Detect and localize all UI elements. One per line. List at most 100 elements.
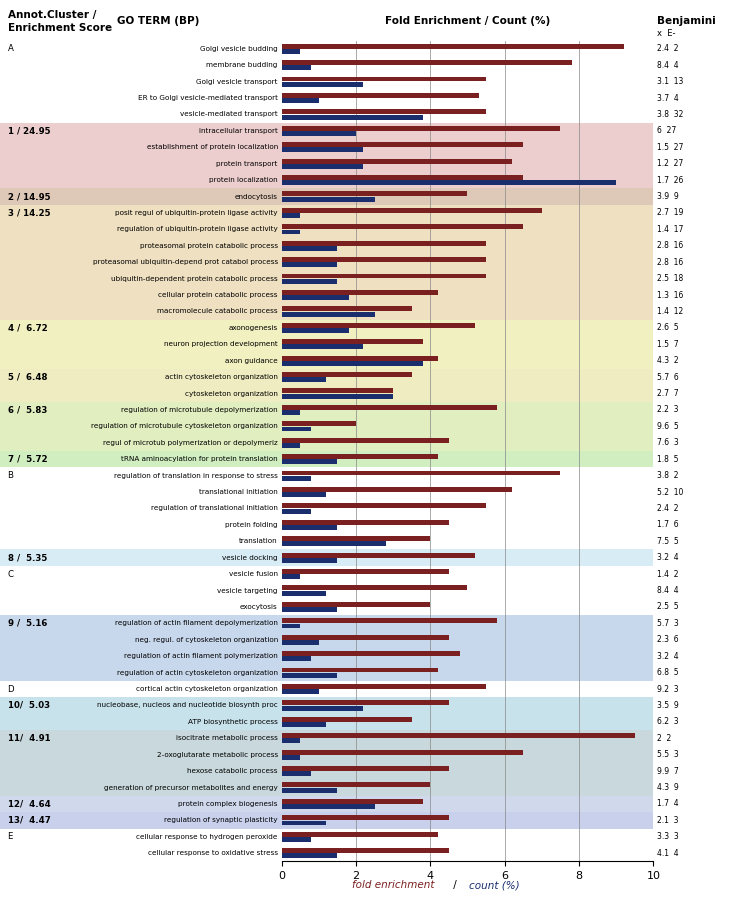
Bar [207,796,579,812]
Bar [282,815,449,820]
Text: Annot.Cluster /: Annot.Cluster / [8,10,96,20]
Bar [207,353,579,369]
Text: 5 /  6.48: 5 / 6.48 [8,373,47,382]
Text: 2.1  3: 2.1 3 [657,816,679,824]
Bar [282,549,653,566]
Text: regulation of synaptic plasticity: regulation of synaptic plasticity [164,817,278,824]
Bar [282,273,486,279]
Bar [282,191,467,197]
Bar [282,393,394,399]
Text: cortical actin cytoskeleton organization: cortical actin cytoskeleton organization [136,686,278,692]
Bar [207,287,579,303]
Text: 2.8  16: 2.8 16 [657,258,683,267]
Bar [207,697,579,713]
Bar [282,323,475,327]
Text: 9.9  7: 9.9 7 [657,767,679,776]
Bar [207,713,579,730]
Bar [282,747,653,763]
Text: 2-oxoglutarate metabolic process: 2-oxoglutarate metabolic process [157,751,278,758]
Bar [282,213,300,218]
Text: D: D [8,685,14,694]
Bar [282,525,337,530]
Bar [282,443,300,448]
Bar [207,763,579,779]
Bar [282,796,653,812]
Bar [282,585,467,591]
Text: protein localization: protein localization [210,177,278,183]
Text: proteasomal protein catabolic process: proteasomal protein catabolic process [140,243,278,249]
Text: 2.7  7: 2.7 7 [657,389,679,398]
Text: 8 /  5.35: 8 / 5.35 [8,553,47,562]
Bar [282,435,653,451]
Bar [282,205,653,221]
Bar [282,837,312,842]
Bar [282,328,348,333]
Bar [282,290,438,295]
Text: 3.2  4: 3.2 4 [657,553,679,562]
Bar [282,139,653,155]
Bar [282,492,326,497]
Text: regulation of ubiquitin-protein ligase activity: regulation of ubiquitin-protein ligase a… [117,226,278,233]
Bar [282,311,375,317]
Bar [282,640,319,645]
Bar [282,766,449,771]
Bar [282,713,653,730]
Bar [282,109,486,115]
Bar [282,60,572,65]
Bar [282,254,653,271]
Bar [282,665,653,681]
Bar [207,123,579,139]
Text: exocytosis: exocytosis [240,604,278,610]
Bar [282,355,438,361]
Text: Enrichment Score: Enrichment Score [8,23,112,33]
Bar [282,750,523,755]
Text: regulation of actin filament depolymerization: regulation of actin filament depolymeriz… [115,621,278,626]
Bar [207,139,579,155]
Text: 13/  4.47: 13/ 4.47 [8,816,50,824]
Bar [282,125,560,131]
Bar [282,287,653,303]
Text: ATP biosynthetic process: ATP biosynthetic process [188,719,278,725]
Text: 5.7  3: 5.7 3 [657,619,679,628]
Bar [282,377,326,382]
Text: 2.4  2: 2.4 2 [657,44,679,53]
Bar [282,821,326,825]
Text: regulation of microtubule cytoskeleton organization: regulation of microtubule cytoskeleton o… [91,423,278,429]
Text: count (%): count (%) [469,880,520,890]
Bar [207,155,579,172]
Text: neg. regul. of cytoskeleton organization: neg. regul. of cytoskeleton organization [134,637,278,643]
Bar [282,717,412,722]
Text: Benjamini: Benjamini [657,16,716,26]
Bar [282,246,337,251]
Bar [282,602,430,607]
Text: 5.7  6: 5.7 6 [657,373,679,382]
Text: 8.4  4: 8.4 4 [657,60,679,69]
Text: 6.2  3: 6.2 3 [657,717,679,726]
Bar [282,93,478,98]
Bar [282,369,653,385]
Bar [207,648,579,665]
Text: macromolecule catabolic process: macromolecule catabolic process [157,308,278,315]
Bar [282,257,486,262]
Text: A: A [8,44,14,53]
Bar [282,361,423,366]
Text: 1.8  5: 1.8 5 [657,455,679,464]
Text: 1.5  7: 1.5 7 [657,340,679,349]
Text: cellular response to oxidative stress: cellular response to oxidative stress [148,851,278,856]
Text: vesicle fusion: vesicle fusion [229,571,278,577]
Text: C: C [8,570,14,578]
Bar [207,303,579,319]
Bar [282,631,653,648]
Bar [282,804,375,809]
Bar [282,115,423,120]
Bar [207,615,579,631]
Text: ubiquitin-dependent protein catabolic process: ubiquitin-dependent protein catabolic pr… [111,276,278,281]
Bar [282,763,653,779]
Bar [282,700,449,705]
Bar [207,401,579,419]
Text: protein complex biogenesis: protein complex biogenesis [179,801,278,807]
Text: 4 /  6.72: 4 / 6.72 [8,324,47,332]
Text: 6 /  5.83: 6 / 5.83 [8,406,47,414]
Bar [282,164,363,169]
Bar [282,689,319,695]
